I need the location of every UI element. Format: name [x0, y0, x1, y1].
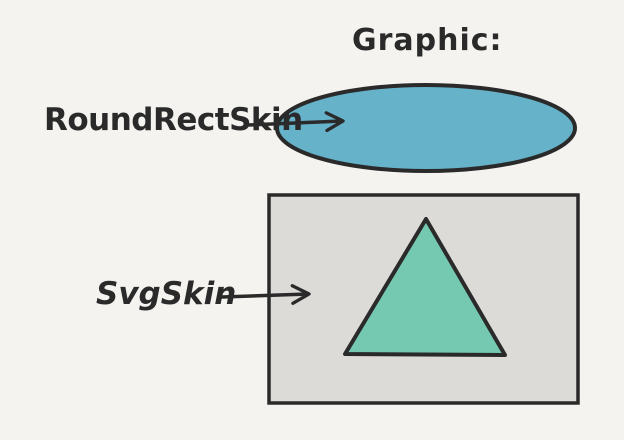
- graphic-title: Graphic:: [352, 23, 503, 58]
- svg-skin-arrow: [220, 284, 311, 305]
- triangle-shape: [343, 217, 507, 357]
- round-rect-skin-ellipse: [275, 83, 577, 173]
- round-rect-skin-label: RoundRectSkin: [44, 102, 303, 138]
- round-rect-skin-arrow: [246, 111, 345, 133]
- svg-skin-label: SvgSkin: [96, 276, 236, 312]
